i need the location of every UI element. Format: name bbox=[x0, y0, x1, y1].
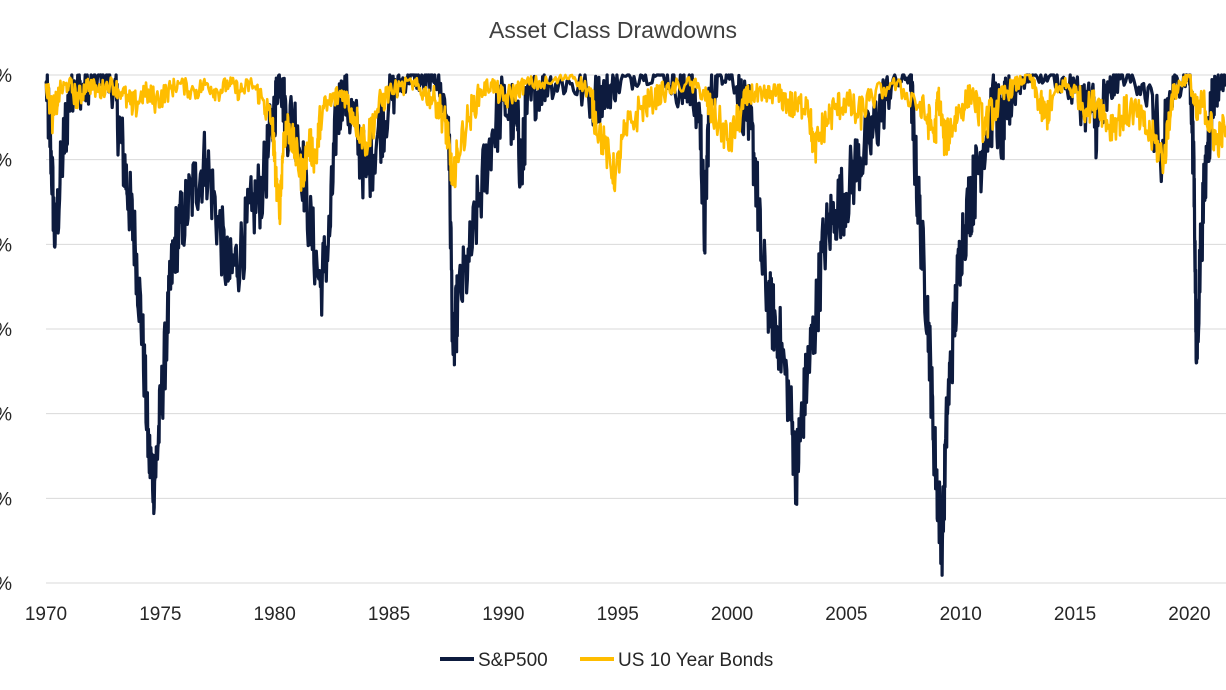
x-tick-labels: 1970 1975 1980 1985 1990 1995 2000 2005 2010 2015… bbox=[25, 604, 1211, 625]
x-tick-label: 2020 bbox=[1168, 604, 1210, 625]
x-tick-label: 2005 bbox=[825, 604, 867, 625]
x-tick-label: 2010 bbox=[940, 604, 982, 625]
x-tick-label: 2015 bbox=[1054, 604, 1096, 625]
x-tick-label: 1995 bbox=[597, 604, 639, 625]
x-tick-label: 1985 bbox=[368, 604, 410, 625]
y-tick-label: -30% bbox=[0, 320, 12, 341]
series-line-sp500 bbox=[44, 73, 1226, 577]
legend-label-us10y: US 10 Year Bonds bbox=[618, 650, 773, 671]
x-tick-label: 1970 bbox=[25, 604, 67, 625]
series-line-us10y bbox=[44, 73, 1226, 226]
x-tick-label: 2000 bbox=[711, 604, 753, 625]
legend-label-sp500: S&P500 bbox=[478, 650, 548, 671]
y-tick-label: -20% bbox=[0, 235, 12, 256]
y-tick-label: -40% bbox=[0, 405, 12, 426]
x-tick-label: 1990 bbox=[482, 604, 524, 625]
x-tick-label: 1980 bbox=[254, 604, 296, 625]
series-lines bbox=[44, 73, 1226, 577]
y-tick-label: -10% bbox=[0, 151, 12, 172]
legend: S&P500 US 10 Year Bonds bbox=[440, 650, 773, 671]
x-tick-label: 1975 bbox=[139, 604, 181, 625]
chart-title: Asset Class Drawdowns bbox=[489, 17, 737, 43]
y-tick-label: -60% bbox=[0, 574, 12, 595]
gridlines bbox=[46, 74, 1226, 584]
y-tick-label: 0% bbox=[0, 66, 12, 87]
y-tick-labels: 0% -10% -20% -30% -40% -50% -60% bbox=[0, 66, 12, 595]
y-tick-label: -50% bbox=[0, 489, 12, 510]
